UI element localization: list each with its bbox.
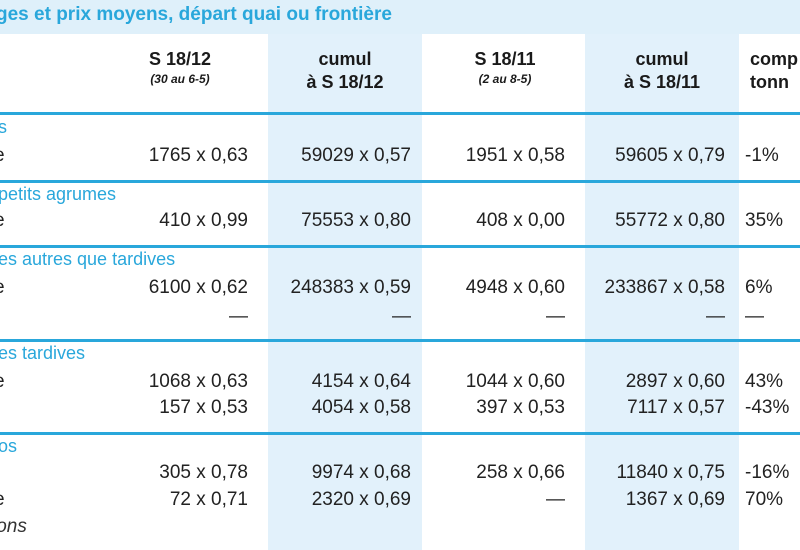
column-shade-cumul-2012 bbox=[268, 34, 422, 550]
header-label-line2: à S 18/12 bbox=[306, 72, 384, 92]
cell-comparison: 6% bbox=[745, 277, 773, 298]
header-label: comp bbox=[750, 49, 799, 69]
section-heading: os bbox=[0, 436, 18, 456]
cell-cumul-2012: 75553 x 0,80 bbox=[301, 210, 411, 231]
cell-comparison: 43% bbox=[745, 371, 784, 392]
cell-s18-11: 1951 x 0,58 bbox=[465, 145, 565, 166]
cell-comparison: — bbox=[745, 306, 764, 327]
table-title: ges et prix moyens, départ quai ou front… bbox=[0, 4, 392, 25]
section-divider bbox=[0, 245, 800, 248]
cell-comparison: 35% bbox=[745, 210, 784, 231]
cell-cumul-2011: 2897 x 0,60 bbox=[625, 371, 725, 392]
section-divider bbox=[0, 112, 800, 115]
cell-cumul-2011: 7117 x 0,57 bbox=[627, 397, 725, 418]
header-label-line2: à S 18/11 bbox=[623, 72, 701, 92]
header-sublabel: (30 au 6-5) bbox=[150, 72, 210, 86]
section-heading: es tardives bbox=[0, 343, 86, 363]
cell-s18-11: 1044 x 0,60 bbox=[465, 371, 565, 392]
cell-s18-12: 410 x 0,99 bbox=[159, 210, 248, 231]
cell-comparison: -16% bbox=[745, 462, 790, 483]
cell-cumul-2012: — bbox=[392, 306, 411, 327]
header-comparison: comp tonn bbox=[750, 48, 800, 94]
cell-s18-12: 1765 x 0,63 bbox=[148, 145, 248, 166]
header-label: cumul bbox=[635, 49, 689, 69]
header-label-line2: tonn bbox=[750, 72, 789, 92]
cell-cumul-2012: 248383 x 0,59 bbox=[290, 277, 411, 298]
row-label: e bbox=[0, 371, 5, 393]
section-heading: s bbox=[0, 117, 7, 137]
cell-s18-12: 305 x 0,78 bbox=[159, 462, 248, 483]
cell-cumul-2012: 4054 x 0,58 bbox=[311, 397, 411, 418]
cell-s18-12: 157 x 0,53 bbox=[159, 397, 248, 418]
cell-cumul-2012: 4154 x 0,64 bbox=[311, 371, 411, 392]
row-label: e bbox=[0, 277, 5, 299]
cell-cumul-2011: 59605 x 0,79 bbox=[615, 145, 725, 166]
column-shade-cumul-2011 bbox=[585, 34, 739, 550]
cell-cumul-2011: 11840 x 0,75 bbox=[616, 462, 725, 483]
row-label: e bbox=[0, 210, 5, 232]
cell-s18-12: — bbox=[229, 306, 248, 327]
header-s18-11: S 18/11 (2 au 8-5) bbox=[430, 48, 580, 88]
cell-cumul-2012: 9974 x 0,68 bbox=[311, 462, 411, 483]
footnote: ions bbox=[0, 516, 27, 537]
cell-s18-11: 408 x 0,00 bbox=[476, 210, 565, 231]
cell-s18-11: 397 x 0,53 bbox=[476, 397, 565, 418]
header-label: cumul bbox=[318, 49, 372, 69]
header-cumul-s18-11: cumul à S 18/11 bbox=[585, 48, 739, 94]
cell-cumul-2011: 1367 x 0,69 bbox=[625, 489, 725, 510]
cell-s18-12: 72 x 0,71 bbox=[169, 489, 248, 510]
header-sublabel: (2 au 8-5) bbox=[478, 72, 532, 86]
cell-s18-11: 258 x 0,66 bbox=[476, 462, 565, 483]
cell-comparison: -43% bbox=[745, 397, 790, 418]
table-title-bar: ges et prix moyens, départ quai ou front… bbox=[0, 0, 800, 34]
cell-cumul-2012: 2320 x 0,69 bbox=[311, 489, 411, 510]
cell-cumul-2011: 55772 x 0,80 bbox=[615, 210, 725, 231]
cell-cumul-2011: 233867 x 0,58 bbox=[604, 277, 725, 298]
cell-s18-11: — bbox=[546, 489, 565, 510]
row-label: e bbox=[0, 145, 5, 167]
cell-comparison: 70% bbox=[745, 489, 784, 510]
cell-s18-12: 1068 x 0,63 bbox=[148, 371, 248, 392]
row-label: e bbox=[0, 489, 5, 511]
header-s18-12: S 18/12 (30 au 6-5) bbox=[100, 48, 260, 88]
cell-comparison: -1% bbox=[745, 145, 779, 166]
section-divider bbox=[0, 432, 800, 435]
header-label: S 18/12 bbox=[148, 49, 212, 69]
section-divider bbox=[0, 180, 800, 183]
cell-cumul-2011: — bbox=[706, 306, 725, 327]
section-heading: es autres que tardives bbox=[0, 249, 176, 269]
header-label: S 18/11 bbox=[474, 49, 536, 69]
cell-s18-11: — bbox=[546, 306, 565, 327]
cell-s18-12: 6100 x 0,62 bbox=[148, 277, 248, 298]
section-heading: petits agrumes bbox=[0, 184, 117, 204]
cell-s18-11: 4948 x 0,60 bbox=[465, 277, 565, 298]
section-divider bbox=[0, 339, 800, 342]
cell-cumul-2012: 59029 x 0,57 bbox=[301, 145, 411, 166]
header-cumul-s18-12: cumul à S 18/12 bbox=[268, 48, 422, 94]
